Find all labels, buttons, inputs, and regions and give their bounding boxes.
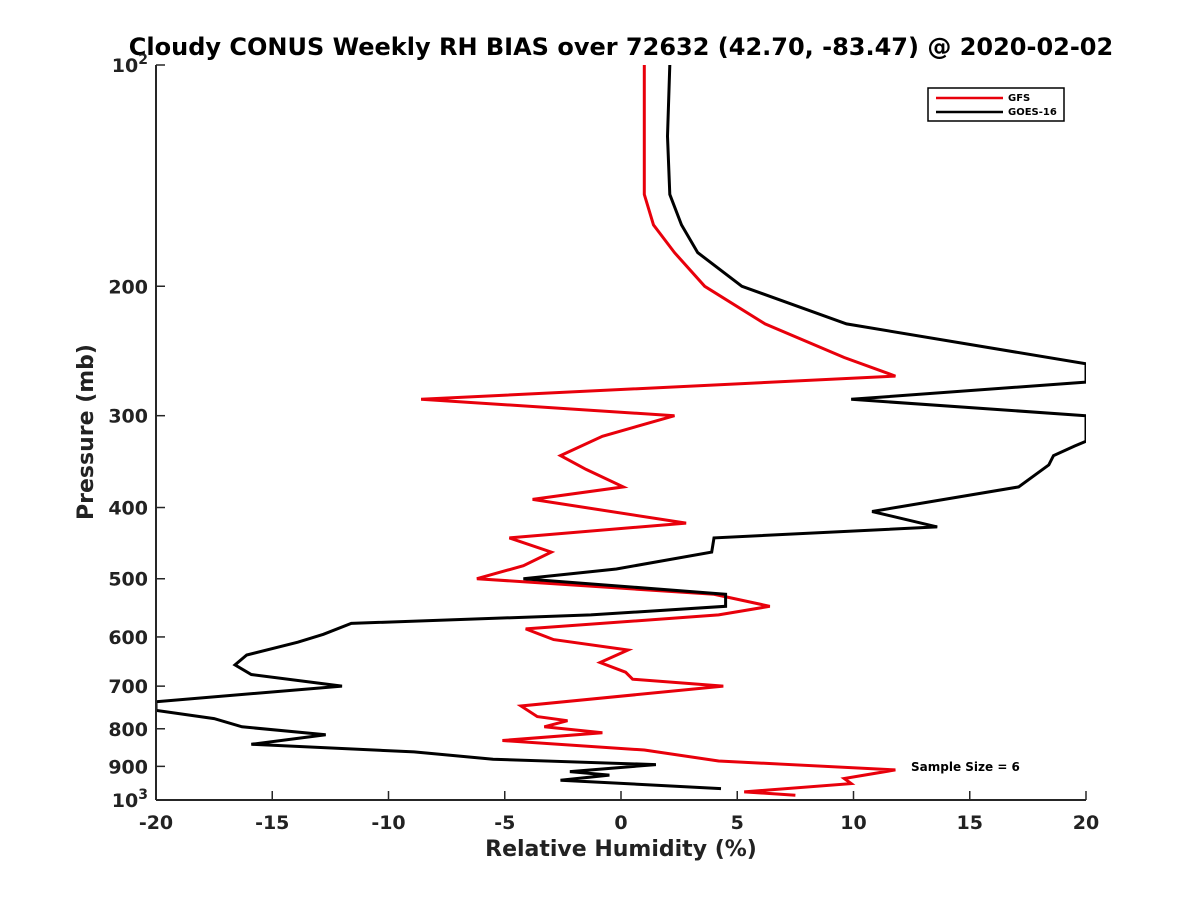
y-tick-label: 700 <box>108 676 148 698</box>
y-tick-label: 900 <box>108 756 148 778</box>
x-tick-label: -15 <box>255 812 289 834</box>
y-tick-label: 400 <box>108 498 148 520</box>
y-axis-label: Pressure (mb) <box>74 344 99 520</box>
y-tick-label: 200 <box>108 276 148 298</box>
x-tick-label: -5 <box>494 812 515 834</box>
x-tick-label: 10 <box>840 812 866 834</box>
sample-size-annotation: Sample Size = 6 <box>911 760 1020 774</box>
x-tick-label: 20 <box>1073 812 1099 834</box>
y-tick-label: 500 <box>108 569 148 591</box>
x-tick-label: 0 <box>614 812 627 834</box>
x-tick-label: -20 <box>139 812 173 834</box>
y-tick-label: 600 <box>108 627 148 649</box>
y-axis-ticks: 102 200 300 400 500 600 700 800 900 103 <box>108 52 165 812</box>
y-tick-label: 102 <box>112 52 148 77</box>
x-tick-label: -10 <box>371 812 405 834</box>
y-tick-label: 103 <box>112 787 148 812</box>
chart-title: Cloudy CONUS Weekly RH BIAS over 72632 (… <box>129 33 1113 61</box>
x-axis-ticks: -20 -15 -10 -5 0 5 10 15 20 <box>139 791 1099 834</box>
x-tick-label: 5 <box>731 812 744 834</box>
legend-box <box>927 87 1065 122</box>
legend-label-gfs: GFS <box>1008 93 1030 104</box>
x-tick-label: 15 <box>957 812 983 834</box>
y-tick-label: 800 <box>108 719 148 741</box>
series-line-gfs <box>421 65 896 797</box>
series-line-goes16 <box>156 65 1086 791</box>
plot-area <box>156 65 1086 797</box>
x-axis-label: Relative Humidity (%) <box>485 837 757 862</box>
legend-label-goes16: GOES-16 <box>1008 107 1057 118</box>
y-tick-label: 300 <box>108 406 148 428</box>
legend: GFS GOES-16 <box>927 87 1065 122</box>
